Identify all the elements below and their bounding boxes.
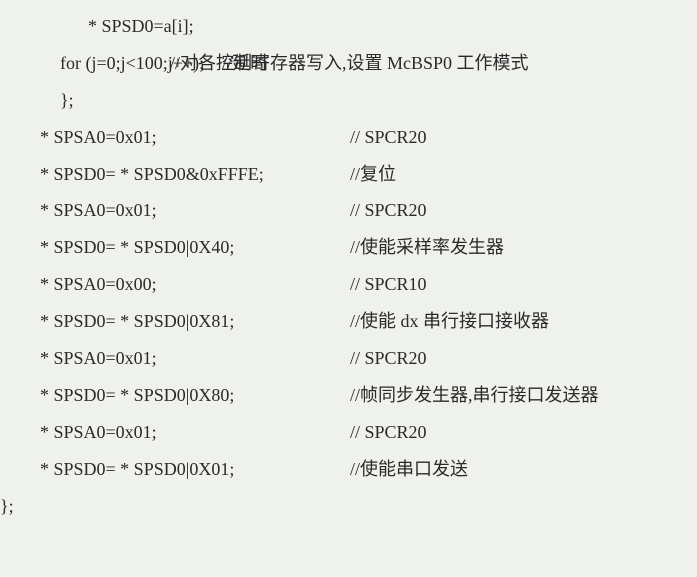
code-line: * SPSA0=0x01; // SPCR20	[40, 119, 697, 156]
code-text: * SPSA0=0x01;	[40, 119, 157, 156]
code-comment: //延时	[222, 45, 268, 82]
code-line: * SPSD0= * SPSD0|0X80; //帧同步发生器,串行接口发送器	[40, 377, 697, 414]
code-line: };	[0, 488, 697, 525]
code-line: * SPSA0=0x00; // SPCR10	[40, 266, 697, 303]
code-line: * SPSD0= * SPSD0|0X01; //使能串口发送	[40, 451, 697, 488]
code-line: * SPSA0=0x01; // SPCR20	[40, 192, 697, 229]
code-line: * SPSD0=a[i];	[40, 8, 697, 45]
code-comment: // SPCR20	[350, 414, 427, 451]
code-text: * SPSD0= * SPSD0&0xFFFE;	[40, 156, 264, 193]
code-line: * SPSD0= * SPSD0|0X40; //使能采样率发生器	[40, 229, 697, 266]
code-text: };	[0, 488, 14, 525]
code-comment: //复位	[350, 156, 396, 193]
code-comment: //使能 dx 串行接口接收器	[350, 303, 549, 340]
code-comment: //使能采样率发生器	[350, 229, 504, 266]
code-text: * SPSD0= * SPSD0|0X01;	[40, 451, 234, 488]
code-text: * SPSD0= * SPSD0|0X40;	[40, 229, 234, 266]
code-comment: //使能串口发送	[350, 451, 468, 488]
code-text: * SPSA0=0x01;	[40, 192, 157, 229]
code-line: };	[40, 82, 697, 119]
code-comment: // SPCR20	[350, 340, 427, 377]
code-line: * SPSD0= * SPSD0&0xFFFE; //复位	[40, 156, 697, 193]
code-line: for (j=0;j<100;j++); //延时	[40, 45, 697, 82]
code-text: * SPSA0=0x01;	[40, 340, 157, 377]
code-text: * SPSD0= * SPSD0|0X80;	[40, 377, 234, 414]
code-line: * SPSD0= * SPSD0|0X81; //使能 dx 串行接口接收器	[40, 303, 697, 340]
code-line: * SPSA0=0x01; // SPCR20	[40, 340, 697, 377]
code-line: * SPSA0=0x01; // SPCR20	[40, 414, 697, 451]
code-text: * SPSD0= * SPSD0|0X81;	[40, 303, 234, 340]
code-text: * SPSA0=0x00;	[40, 266, 157, 303]
code-text: * SPSD0=a[i];	[40, 8, 194, 45]
code-comment: // SPCR20	[350, 119, 427, 156]
code-comment: // SPCR20	[350, 192, 427, 229]
code-comment: //帧同步发生器,串行接口发送器	[350, 377, 599, 414]
code-text: * SPSA0=0x01;	[40, 414, 157, 451]
code-comment: // SPCR10	[350, 266, 427, 303]
code-block: * SPSD0=a[i];//对各控制寄存器写入,设置 McBSP0 工作模式f…	[40, 8, 697, 524]
code-text: };	[40, 82, 74, 119]
code-text: for (j=0;j<100;j++);	[40, 45, 204, 82]
